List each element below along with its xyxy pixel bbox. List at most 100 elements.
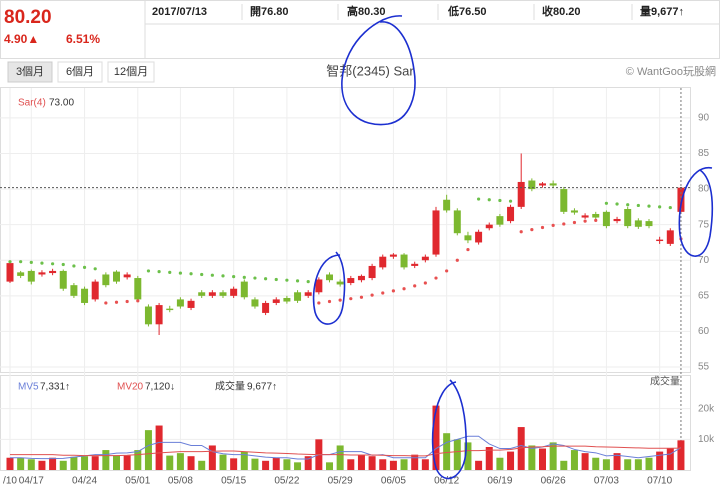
sar-dot [498,198,502,203]
candle-body [70,285,78,296]
volume-bar [102,450,110,470]
sar-dot [146,269,151,273]
candle-body [144,306,152,325]
tab-label[interactable]: 6個月 [66,65,94,78]
volume-bar [91,456,99,470]
x-tick-label: 06/19 [487,476,512,487]
volume-bar [528,445,536,470]
y-tick-label: 80 [698,184,710,195]
candle-body [59,270,67,289]
volume-bar [208,445,216,470]
volume-bar [666,448,674,470]
volume-bar [6,457,14,470]
candle-body [453,210,461,234]
x-tick-label: 06/05 [381,476,406,487]
volume-bar [656,451,664,470]
volume-bar [560,460,568,470]
volume-bar [262,460,270,470]
volume-bar [272,457,280,470]
y-tick-label: 60 [698,326,710,337]
x-tick-label: 05/29 [328,476,353,487]
high: 高80.30 [347,4,386,18]
tab[interactable] [57,61,103,83]
volume-bar [251,458,259,470]
tab[interactable] [107,61,155,83]
volume-bar [475,460,483,470]
x-tick-label: 04/24 [72,476,97,487]
sar-dot [221,274,225,278]
sar-dot [274,277,278,282]
sar-dot [200,272,204,277]
candle-body [464,235,472,241]
volume-bar [219,454,227,470]
candle-body [347,278,355,284]
tab-label[interactable]: 3個月 [16,65,44,78]
candle-body [411,263,419,266]
candle-body [326,274,333,281]
tab-active[interactable] [7,61,53,83]
sar-dot [615,202,619,206]
candle-body [432,210,440,255]
x-tick-label: 05/01 [125,476,150,487]
volume-bar [336,445,344,470]
candle-body [6,263,14,282]
sar-dot [168,270,172,274]
candle-body [272,299,280,303]
legend-name: 成交量 [215,380,245,393]
volume-panel [0,375,691,471]
volume-bar [592,457,600,470]
volume-bar [368,456,376,470]
close: 收80.20 [542,4,581,18]
sar-dot [594,218,598,222]
date: 2017/07/13 [152,6,207,18]
candle-body [187,300,195,308]
volume-bar [144,430,152,470]
candle-body [49,270,57,274]
sar-dot [29,260,33,264]
sar-dot [306,280,310,284]
x-tick-label: 05/08 [168,476,193,487]
header-frame [0,0,720,59]
sar-dot [295,279,300,283]
volume-bar [421,459,429,470]
candle-body [560,189,568,212]
x-tick-label: 05/22 [274,476,299,487]
candle-body [304,292,312,296]
x-tick-label: 06/12 [434,476,459,487]
annotation-circle [341,15,416,126]
candle-body [624,209,632,227]
sar-dot [583,219,587,223]
candle-body [251,299,259,307]
volume-bar [411,454,419,470]
sar-dot [626,203,630,207]
sar-dot [285,278,289,282]
sar-dot [104,301,108,305]
sar-dot [434,276,438,280]
sar-dot [338,298,342,302]
volume-bar [38,460,46,470]
volume-bar [443,433,451,470]
sar-dot [668,205,672,210]
volume-bar [507,451,515,470]
tab-label[interactable]: 12個月 [114,65,148,78]
sar-dot [19,260,23,264]
candle-body [528,180,536,190]
volume-bar [379,459,387,470]
sar-dot [466,247,470,252]
candle-body [634,220,642,227]
sar-dot [413,284,417,288]
candle-body [198,292,206,296]
annotation-circle [431,379,467,480]
sar-dot [562,222,566,226]
sar-dot [125,299,129,304]
volume-bar [357,454,365,470]
sar-legend: Sar(4) [18,98,46,109]
candle-body [485,224,493,229]
candle-body [336,281,344,285]
candle-body [443,199,451,211]
candle-body [315,279,323,293]
volume-bar [549,442,557,470]
sar-dot [114,300,119,304]
